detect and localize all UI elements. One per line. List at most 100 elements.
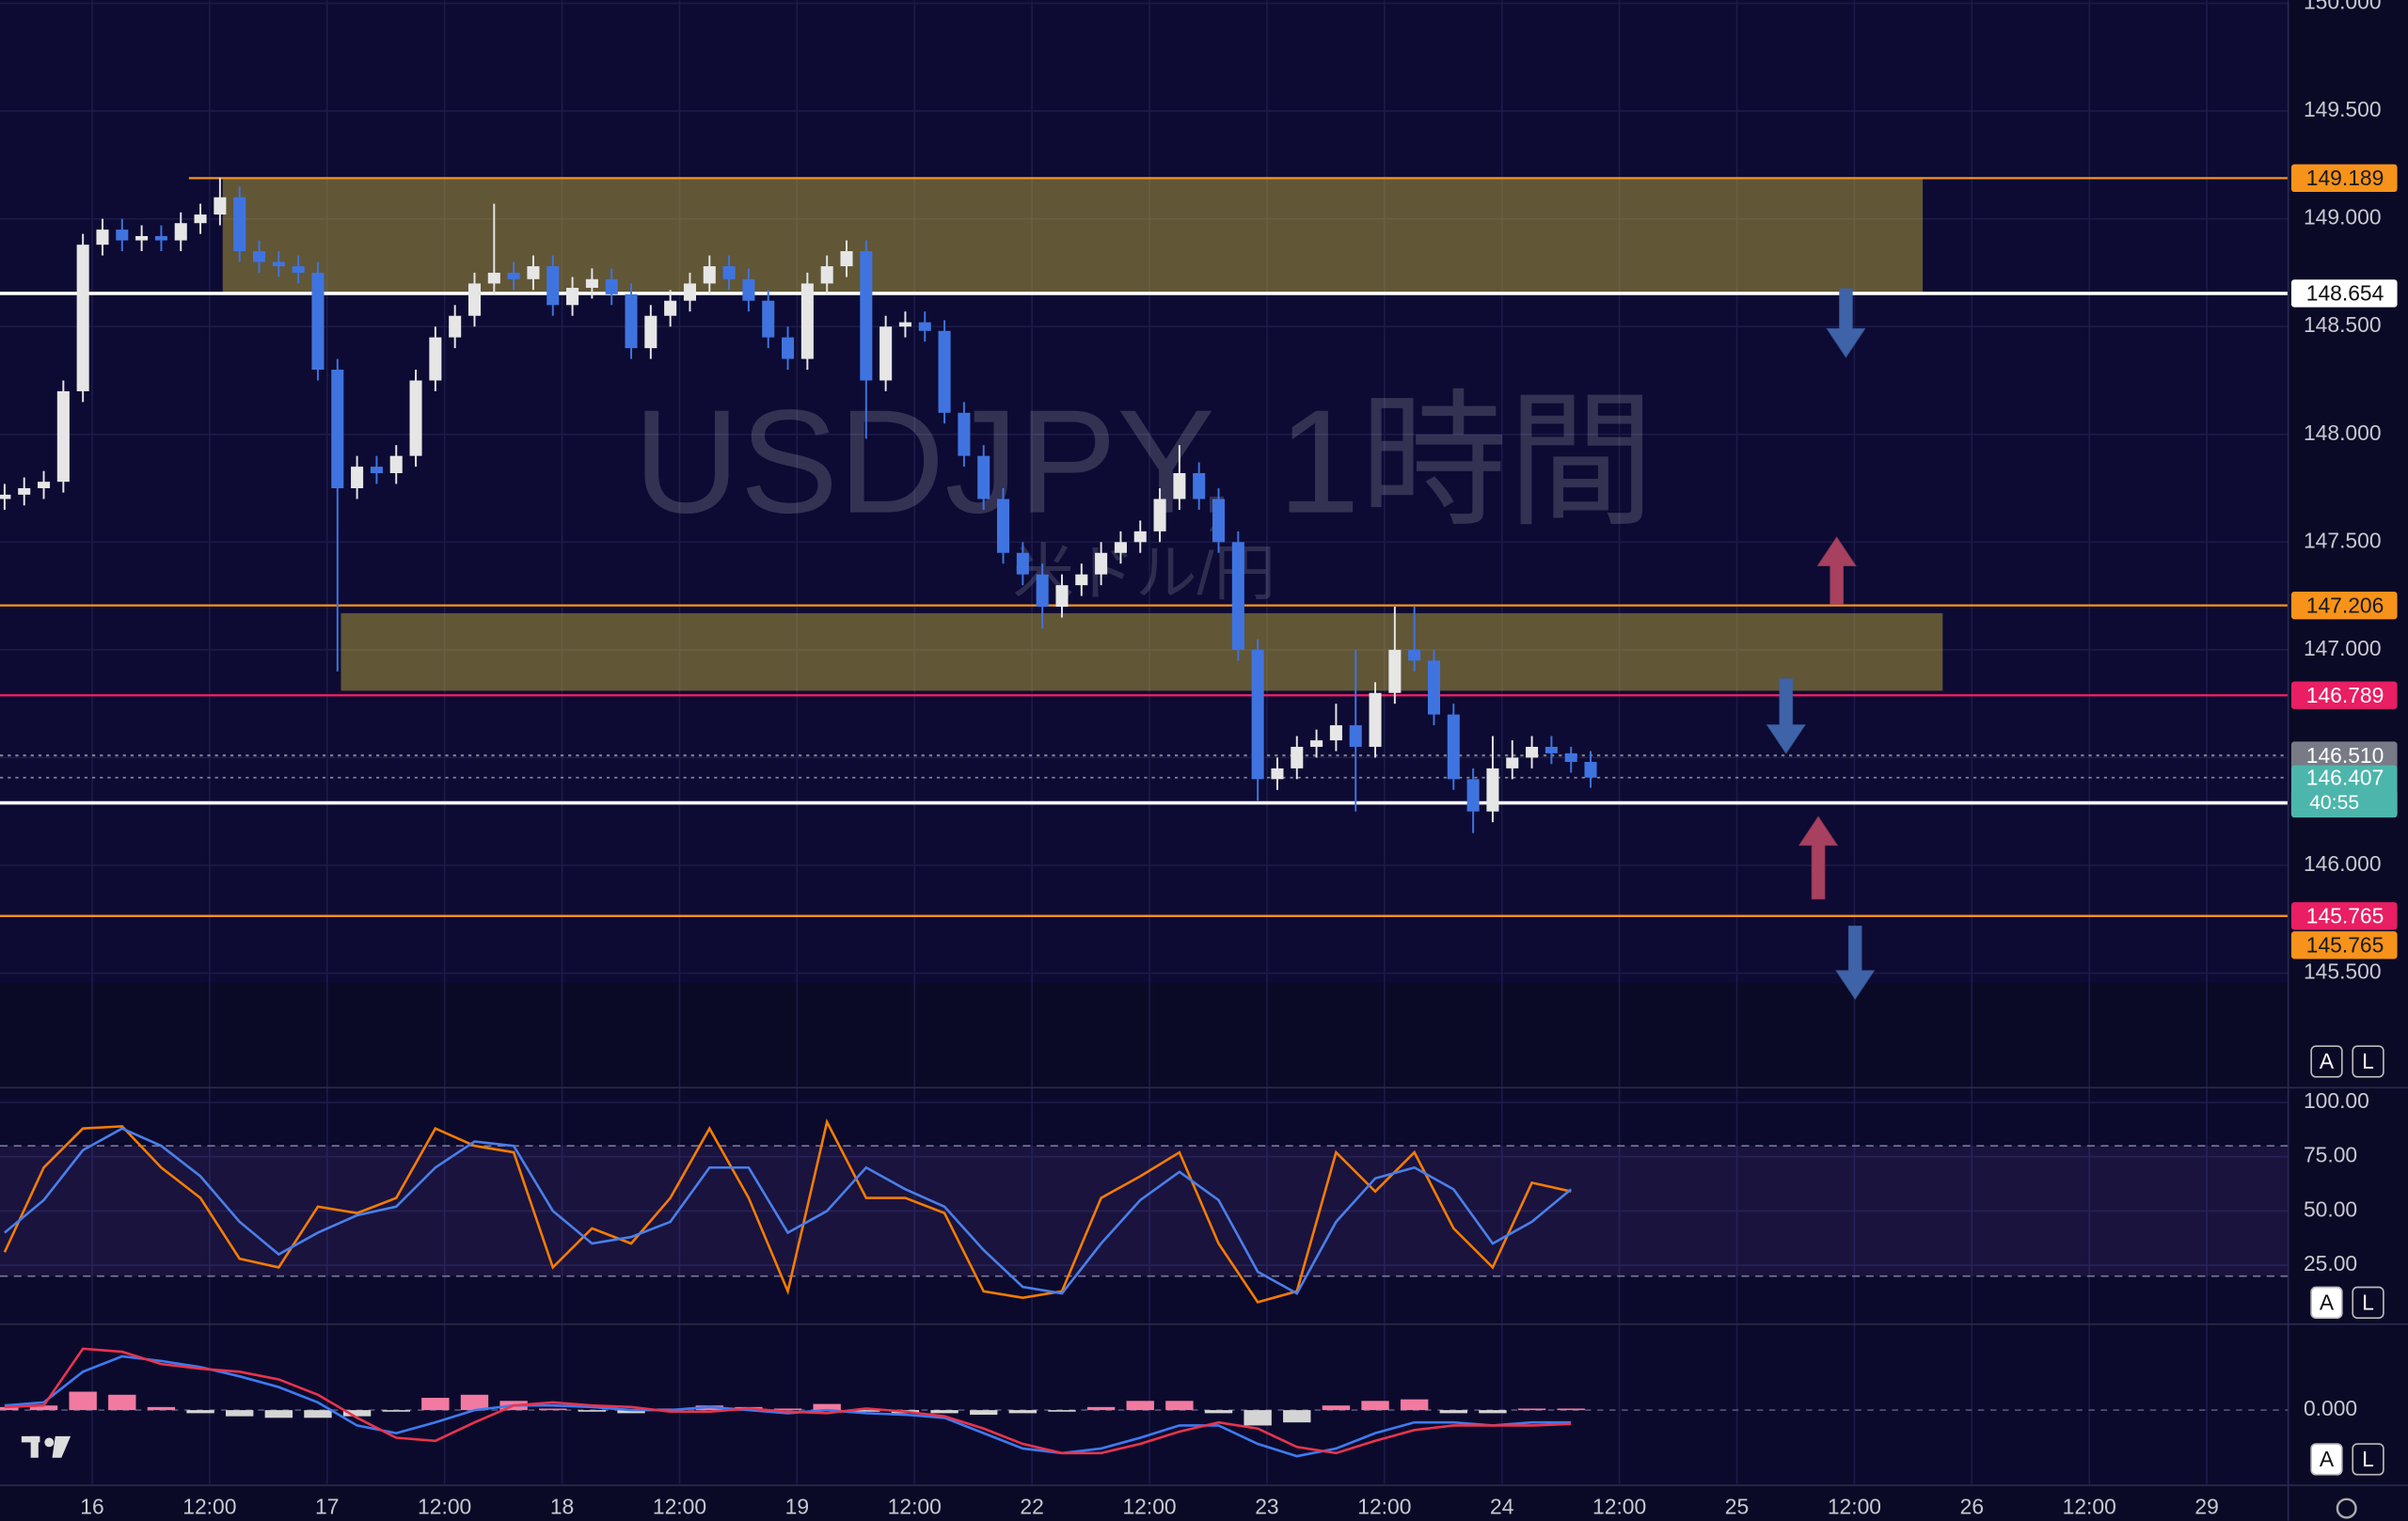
candle-body bbox=[292, 266, 305, 273]
grid bbox=[0, 0, 2289, 1484]
candle-body bbox=[311, 272, 325, 371]
candle-body bbox=[1349, 725, 1362, 747]
x-tick-label: 12:00 bbox=[653, 1495, 706, 1519]
candle-body bbox=[1329, 725, 1342, 741]
candle-body bbox=[1133, 531, 1147, 543]
stoch-pane-bg bbox=[0, 1092, 2289, 1323]
auto-button-bg[interactable] bbox=[2310, 1045, 2343, 1078]
arrow bbox=[1826, 288, 1866, 358]
y-tick-label: 147.500 bbox=[2304, 528, 2382, 552]
y-tick-label: 148.000 bbox=[2304, 420, 2382, 445]
log-button[interactable]: L bbox=[2362, 1447, 2374, 1471]
indicator-line bbox=[4, 1347, 1572, 1455]
histogram-bar bbox=[617, 1410, 645, 1414]
candle-body bbox=[351, 467, 364, 489]
log-button[interactable]: L bbox=[2362, 1290, 2374, 1314]
x-tick-label: 19 bbox=[785, 1495, 809, 1519]
auto-button[interactable]: A bbox=[2320, 1290, 2335, 1314]
candle-body bbox=[233, 197, 246, 252]
level-label: 145.765 bbox=[2306, 932, 2384, 957]
candle-body bbox=[487, 272, 500, 284]
x-tick-label: 12:00 bbox=[1592, 1495, 1646, 1519]
countdown-label: 40:55 bbox=[2309, 792, 2359, 814]
histogram-bar bbox=[421, 1398, 450, 1411]
y-tick-label: 149.000 bbox=[2304, 205, 2382, 230]
histogram-bar bbox=[382, 1410, 410, 1412]
candle-body bbox=[331, 370, 344, 489]
log-button-bg[interactable] bbox=[2352, 1443, 2384, 1476]
candle-body bbox=[860, 251, 873, 381]
candle-body bbox=[547, 266, 560, 306]
histogram-bar bbox=[1086, 1406, 1116, 1411]
histogram-bar bbox=[108, 1394, 136, 1411]
histogram-bar bbox=[1361, 1401, 1389, 1411]
candle-body bbox=[683, 283, 696, 301]
candle-body bbox=[409, 380, 422, 456]
candle-body bbox=[252, 251, 266, 262]
histogram-bar bbox=[1439, 1410, 1467, 1414]
candle-body bbox=[762, 300, 775, 338]
candle-body bbox=[527, 266, 540, 279]
histogram-bar bbox=[186, 1410, 214, 1414]
histogram-bar bbox=[264, 1410, 293, 1418]
candle-body bbox=[1055, 585, 1069, 608]
candle-body bbox=[449, 315, 462, 338]
candle-body bbox=[429, 337, 442, 381]
candle-body bbox=[1153, 499, 1166, 531]
x-tick-label: 22 bbox=[1020, 1495, 1043, 1519]
candle-body bbox=[1095, 552, 1108, 575]
candle-body bbox=[997, 499, 1010, 553]
auto-button[interactable]: A bbox=[2320, 1447, 2335, 1471]
histogram-bar bbox=[773, 1408, 802, 1411]
histogram-bar bbox=[226, 1410, 254, 1417]
histogram-bar bbox=[1126, 1401, 1154, 1411]
log-button-bg[interactable] bbox=[2352, 1286, 2384, 1319]
candle-body bbox=[38, 482, 51, 489]
candle-body bbox=[1016, 552, 1029, 575]
x-tick-label: 26 bbox=[1960, 1495, 1984, 1519]
zone bbox=[222, 178, 1924, 293]
auto-button[interactable]: A bbox=[2320, 1049, 2335, 1073]
candle-body bbox=[0, 494, 11, 499]
candle-body bbox=[1427, 660, 1441, 715]
arrow bbox=[1798, 816, 1839, 900]
x-tick-label: 12:00 bbox=[182, 1495, 236, 1519]
x-tick-label: 12:00 bbox=[888, 1495, 942, 1519]
candle-body bbox=[1271, 768, 1284, 780]
candle-body bbox=[1388, 649, 1402, 693]
histogram-bar bbox=[1048, 1410, 1076, 1412]
auto-button-bg[interactable] bbox=[2310, 1443, 2343, 1476]
y-tick-label: 148.500 bbox=[2304, 312, 2382, 337]
candle-body bbox=[154, 235, 167, 241]
candle-body bbox=[507, 272, 520, 279]
level-label: 145.765 bbox=[2306, 903, 2384, 927]
y-tick-label: 149.500 bbox=[2304, 97, 2382, 121]
histogram-bar bbox=[1283, 1410, 1311, 1423]
log-button-bg[interactable] bbox=[2352, 1045, 2384, 1078]
histogram-bar bbox=[539, 1408, 567, 1411]
candle-body bbox=[1114, 542, 1127, 553]
histogram-bar bbox=[1322, 1405, 1351, 1411]
auto-button-bg[interactable] bbox=[2310, 1286, 2343, 1319]
candle-body bbox=[174, 223, 187, 241]
candle-body bbox=[800, 283, 814, 359]
candle-body bbox=[1075, 574, 1088, 586]
candle-body bbox=[135, 235, 149, 241]
y-tick-label: 50.00 bbox=[2304, 1196, 2357, 1221]
settings-icon[interactable] bbox=[2336, 1497, 2357, 1519]
candle-body bbox=[1251, 649, 1264, 780]
histogram-bar bbox=[304, 1410, 332, 1418]
candle-body bbox=[840, 251, 853, 267]
log-button[interactable]: L bbox=[2362, 1049, 2374, 1073]
candle-body bbox=[1231, 542, 1244, 650]
histogram-bar bbox=[1557, 1408, 1585, 1411]
candle-body bbox=[605, 278, 618, 294]
candle-body bbox=[566, 287, 579, 306]
candle-body bbox=[938, 330, 951, 413]
candle-body bbox=[1408, 649, 1421, 661]
candle-body bbox=[1564, 753, 1577, 762]
candle-body bbox=[1506, 757, 1519, 768]
y-tick-label: 145.500 bbox=[2304, 959, 2382, 984]
